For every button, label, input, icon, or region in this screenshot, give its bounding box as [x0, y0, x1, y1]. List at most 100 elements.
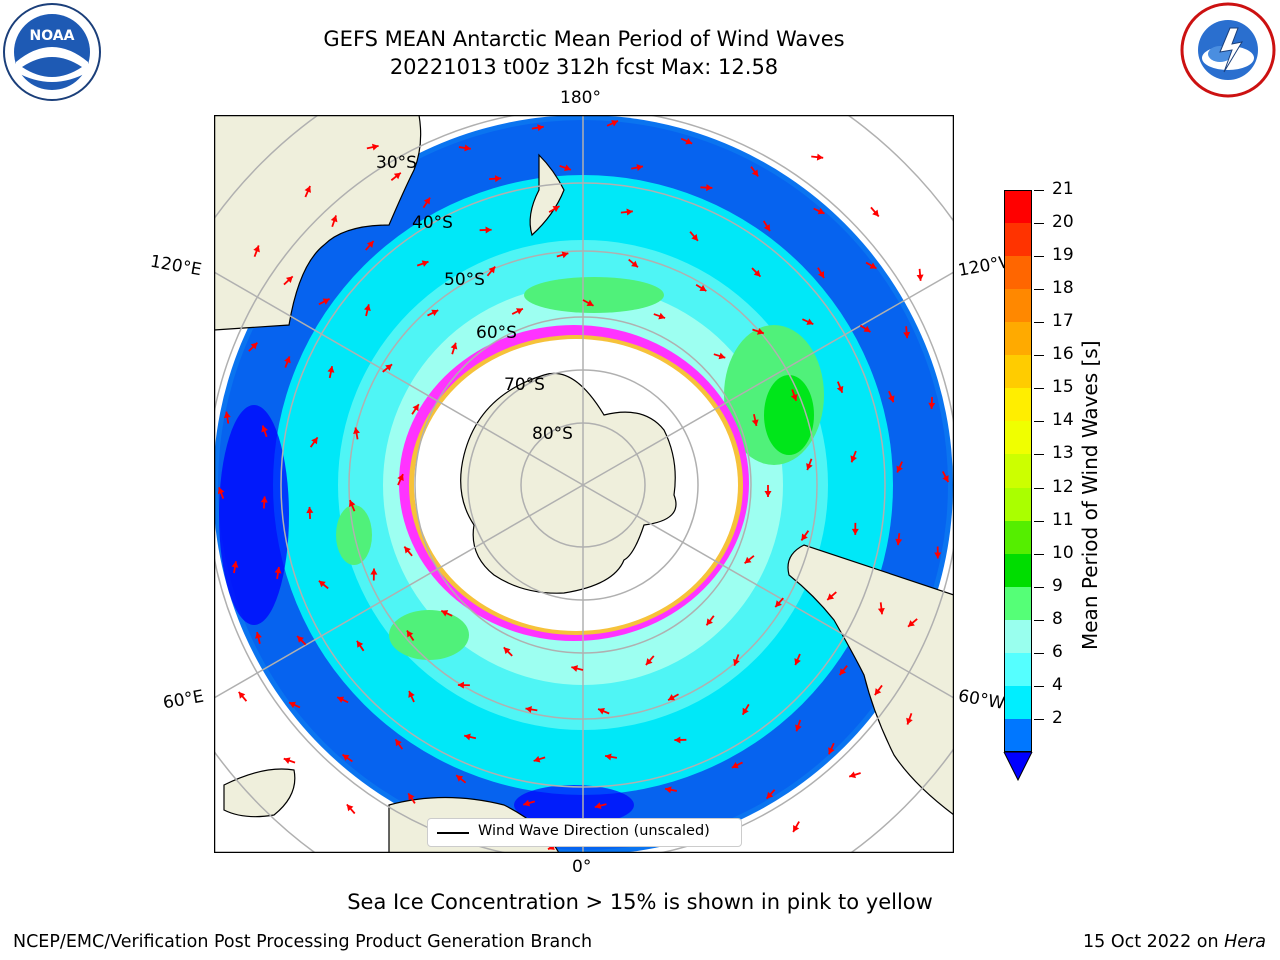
wind-wave-arrow-head: [552, 206, 560, 213]
lat-label-60s: 60°S: [476, 323, 517, 343]
colorbar-under-arrow: [1003, 752, 1033, 782]
colorbar-tick-label: 11: [1052, 509, 1074, 530]
wind-wave-arrow-head: [423, 197, 431, 205]
south-america-landmass: [787, 544, 954, 816]
lat-label-80s: 80°S: [532, 424, 573, 444]
wind-wave-arrow-head: [304, 186, 311, 193]
wind-wave-arrow-head: [665, 786, 672, 794]
colorbar-cell: [1004, 685, 1032, 720]
wind-wave-arrow-head: [751, 419, 759, 426]
wind-wave-arrow-head: [611, 120, 619, 127]
wind-wave-arrow-head: [863, 325, 871, 332]
wind-wave-arrow-head: [348, 500, 356, 507]
wind-wave-arrow-head: [306, 506, 314, 514]
colorbar-tick-label: 15: [1052, 377, 1074, 398]
wind-wave-arrow-head: [605, 753, 612, 761]
wind-wave-arrow-head: [223, 411, 231, 419]
wind-wave-arrow-head: [289, 701, 296, 709]
wind-wave-arrow-head: [685, 137, 693, 145]
colorbar-cell: [1004, 553, 1032, 588]
wind-wave-arrow-head: [523, 799, 531, 807]
wind-wave-arrow-head: [598, 708, 605, 715]
wind-wave-arrow-head: [397, 474, 404, 482]
map-legend: Wind Wave Direction (unscaled): [427, 818, 742, 847]
colorbar-tick: [1034, 520, 1044, 522]
wind-wave-arrow-head: [250, 342, 258, 350]
footer-date: 15 Oct 2022 on Hera: [1083, 932, 1266, 952]
colorbar-cell: [1004, 718, 1032, 753]
colorbar-cell: [1004, 289, 1032, 323]
wind-wave-arrow-head: [503, 647, 511, 655]
wind-wave-arrow-head: [887, 395, 895, 403]
colorbar-tick-label: 20: [1052, 212, 1074, 233]
lat-label-70s: 70°S: [504, 375, 545, 395]
high-period-patch-north: [524, 277, 664, 313]
colorbar-tick-label: 18: [1052, 278, 1074, 299]
wind-wave-arrow-head: [626, 208, 633, 216]
wind-wave-arrow-head: [327, 366, 335, 373]
colorbar-tick: [1034, 586, 1044, 588]
colorbar-tick-label: 8: [1052, 608, 1063, 629]
wind-wave-arrow-head: [706, 618, 713, 626]
wind-wave-arrow-head: [775, 600, 782, 608]
wind-wave-arrow-head: [356, 640, 364, 648]
colorbar: [1003, 190, 1033, 782]
wind-wave-arrow-head: [488, 266, 496, 274]
colorbar-cell: [1004, 520, 1032, 555]
wind-wave-arrow-head: [827, 593, 835, 600]
wind-wave-arrow-head: [485, 226, 492, 234]
low-period-west: [219, 405, 289, 625]
colorbar-cell: [1004, 652, 1032, 687]
wind-wave-arrow-head: [764, 491, 772, 497]
wind-wave-arrow-head: [322, 298, 330, 305]
colorbar-tick: [1034, 289, 1044, 291]
wind-wave-arrow-head: [699, 284, 707, 292]
meridian-lines: [214, 115, 954, 853]
wind-wave-arrow-head: [311, 437, 318, 445]
wind-wave-arrow-head: [342, 754, 350, 761]
wind-wave-arrow-head: [431, 309, 439, 316]
colorbar-tick: [1034, 487, 1044, 489]
wind-wave-arrow-head: [456, 775, 464, 782]
colorbar-tick: [1034, 619, 1044, 621]
wind-wave-arrow-head: [908, 620, 915, 627]
colorbar-tick: [1034, 454, 1044, 456]
colorbar-cell: [1004, 586, 1032, 621]
wind-wave-arrow-head: [836, 385, 844, 393]
high-period-patch-west: [389, 610, 469, 660]
colorbar-tick: [1034, 685, 1044, 687]
antarctica-landmass: [460, 372, 677, 594]
wind-wave-arrow-head: [874, 688, 882, 696]
chart-title: GEFS MEAN Antarctic Mean Period of Wind …: [323, 27, 845, 51]
wind-wave-arrow-head: [942, 475, 949, 483]
colorbar-cell: [1004, 388, 1032, 422]
wind-wave-arrow-head: [371, 143, 379, 151]
colorbar-tick: [1034, 421, 1044, 423]
footer-date-text: 15 Oct 2022 on: [1083, 932, 1225, 952]
high-period-patch-east-core: [764, 375, 814, 455]
colorbar-title: Mean Period of Wind Waves [s]: [1078, 340, 1102, 650]
colorbar-cell: [1004, 487, 1032, 522]
lon-label-120e: 120°E: [148, 251, 204, 281]
wind-wave-arrow-head: [742, 707, 749, 715]
wind-wave-arrow-head: [408, 793, 415, 801]
noaa-logo: NOAA: [2, 2, 102, 102]
wind-wave-arrow-head: [353, 427, 360, 435]
wind-wave-arrow-head: [718, 352, 726, 360]
lon-label-60e: 60°E: [161, 686, 206, 714]
wind-wave-arrow-head: [594, 802, 602, 810]
wind-wave-arrow-head: [731, 761, 739, 769]
lon-label-60w: 60°W: [956, 686, 1007, 714]
wind-wave-arrow-head: [817, 207, 825, 215]
wind-wave-arrow-head: [274, 566, 282, 574]
wind-wave-arrow-head: [261, 425, 268, 433]
wind-wave-arrow-head: [631, 260, 638, 268]
wind-wave-arrow-head: [766, 791, 774, 799]
wind-wave-arrow-head: [586, 299, 594, 306]
new-zealand-landmass: [529, 153, 565, 237]
wind-wave-arrow-head: [457, 681, 464, 689]
wind-wave-arrow-head: [674, 736, 681, 744]
wind-wave-arrow-head: [790, 393, 798, 401]
colorbar-tick: [1034, 223, 1044, 225]
wind-wave-arrow-head: [691, 233, 698, 241]
